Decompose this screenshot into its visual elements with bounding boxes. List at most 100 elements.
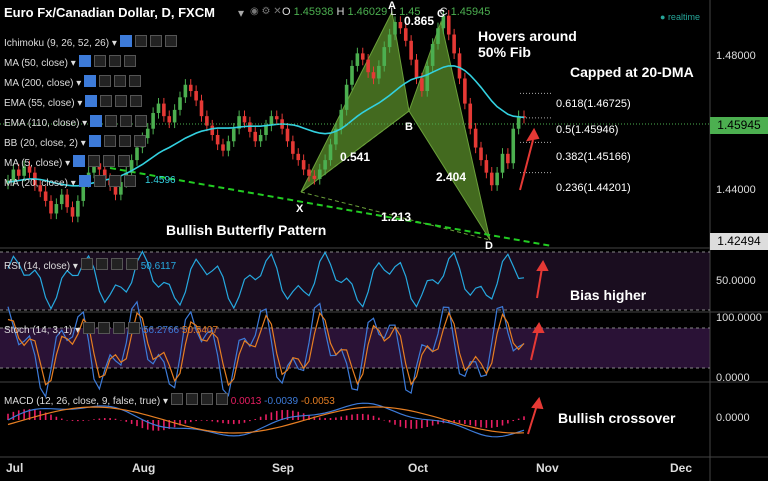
macd-bar [216,420,219,423]
arrow-up-icon [519,127,549,435]
chevron-down-icon[interactable]: ▾ [238,6,245,20]
macd-bar [98,418,101,420]
macd-bar [308,414,310,420]
candle [145,128,150,139]
candle [393,21,397,35]
macd-bar [55,416,58,420]
candle [16,169,21,176]
eye-icon[interactable]: ◉ ⚙ ✕ [250,6,282,17]
macd-bar [501,420,504,426]
candle [242,116,247,123]
stoch-band [0,328,710,368]
candle [38,185,43,192]
macd-bar [517,418,520,420]
candle [264,125,268,135]
macd-bar [464,420,466,424]
candles [6,10,526,223]
macd-legend[interactable]: MACD (12, 26, close, 9, false, true) ▾ 0… [4,393,335,407]
indicator-ema110[interactable]: EMA (110, close) ▾ [4,115,148,129]
macd-bar [227,420,230,424]
candle [350,65,354,85]
candle [463,78,467,104]
indicator-ma200[interactable]: MA (200, close) ▾ [4,75,142,89]
candle [489,172,494,186]
indicator-ema55[interactable]: EMA (55, close) ▾ [4,95,143,109]
ohlc-readout: O 1.45938 H 1.46029 L 1.45 C 1.45945 [282,6,491,18]
ratio-xd: 1.213 [381,210,412,224]
month-label: Sep [272,461,295,475]
candle [387,34,392,48]
annotation-rsi-bias: Bias higher [570,287,647,303]
candle [172,109,177,123]
candle [355,53,360,66]
candle [344,84,349,110]
macd-bar [103,418,106,420]
candle [215,134,220,145]
rsi-legend[interactable]: RSI (14, close) ▾ 50.6117 [4,258,176,272]
brand-label: ● realtime [660,12,700,22]
candle [205,116,209,126]
candle [511,128,516,164]
macd-bar [313,416,316,420]
candle [371,72,376,79]
fib-label-618: 0.618(1.46725) [556,98,631,110]
price-tick: 1.44000 [716,184,756,196]
macd-bar [254,419,257,420]
candle [334,128,338,145]
macd-bar [329,418,332,420]
candle [274,116,279,120]
trend-line [109,167,553,247]
macd-bar [12,411,15,420]
indicator-ichimoku[interactable]: Ichimoku (9, 26, 52, 26) ▾ [4,35,177,49]
macd-bar [394,420,396,425]
indicator-ma5[interactable]: MA (5, close) ▾ [4,155,131,169]
macd-bar [292,410,294,420]
candle [22,166,26,176]
macd-bar [270,412,273,420]
candle [377,65,381,79]
candle [479,147,483,161]
candle [54,204,59,214]
low-price-tag: 1.42494 [710,233,768,250]
candle [156,103,161,114]
macd-bar [120,420,122,421]
fib-label-236: 0.236(1.44201) [556,182,631,194]
point-b: B [405,121,413,133]
macd-bar [404,420,407,429]
pattern-xd-line [300,191,491,241]
candle [360,53,365,60]
annotation-capped: Capped at 20-DMA [570,64,694,80]
macd-bar [496,420,498,428]
candle [92,163,96,173]
macd-bar [184,420,187,424]
indicator-ma20[interactable]: MA (20, close) ▾ [4,175,136,189]
candle [420,78,424,92]
candle [398,21,403,29]
candle [76,200,80,217]
candle [70,207,75,217]
month-label: Aug [132,461,156,475]
macd-bar [179,420,181,426]
macd-bar [265,414,267,420]
macd-bar [410,420,412,429]
indicator-ma50[interactable]: MA (50, close) ▾ [4,55,136,69]
stoch-legend[interactable]: Stoch (14, 3, 1) ▾ 56.2766 50.5407 [4,322,218,336]
stoch-axis-top: 100.0000 [716,312,762,324]
candle [301,160,306,170]
symbol-title[interactable]: Euro Fx/Canadian Dollar, D, FXCM [4,5,215,20]
indicator-bb20[interactable]: BB (20, close, 2) ▾ [4,135,146,149]
candle [59,194,64,205]
candle [81,182,86,201]
candle [43,191,48,201]
candle [473,128,478,148]
macd-bar [7,413,9,420]
macd-axis: 0.0000 [716,412,750,424]
macd-bar [275,410,278,420]
macd-bar [302,413,305,420]
stoch-k-line [7,300,525,399]
macd-bar [195,420,197,422]
candle [151,113,155,129]
macd-bar [77,420,79,422]
macd-bar [523,416,525,420]
macd-bar [34,409,36,420]
